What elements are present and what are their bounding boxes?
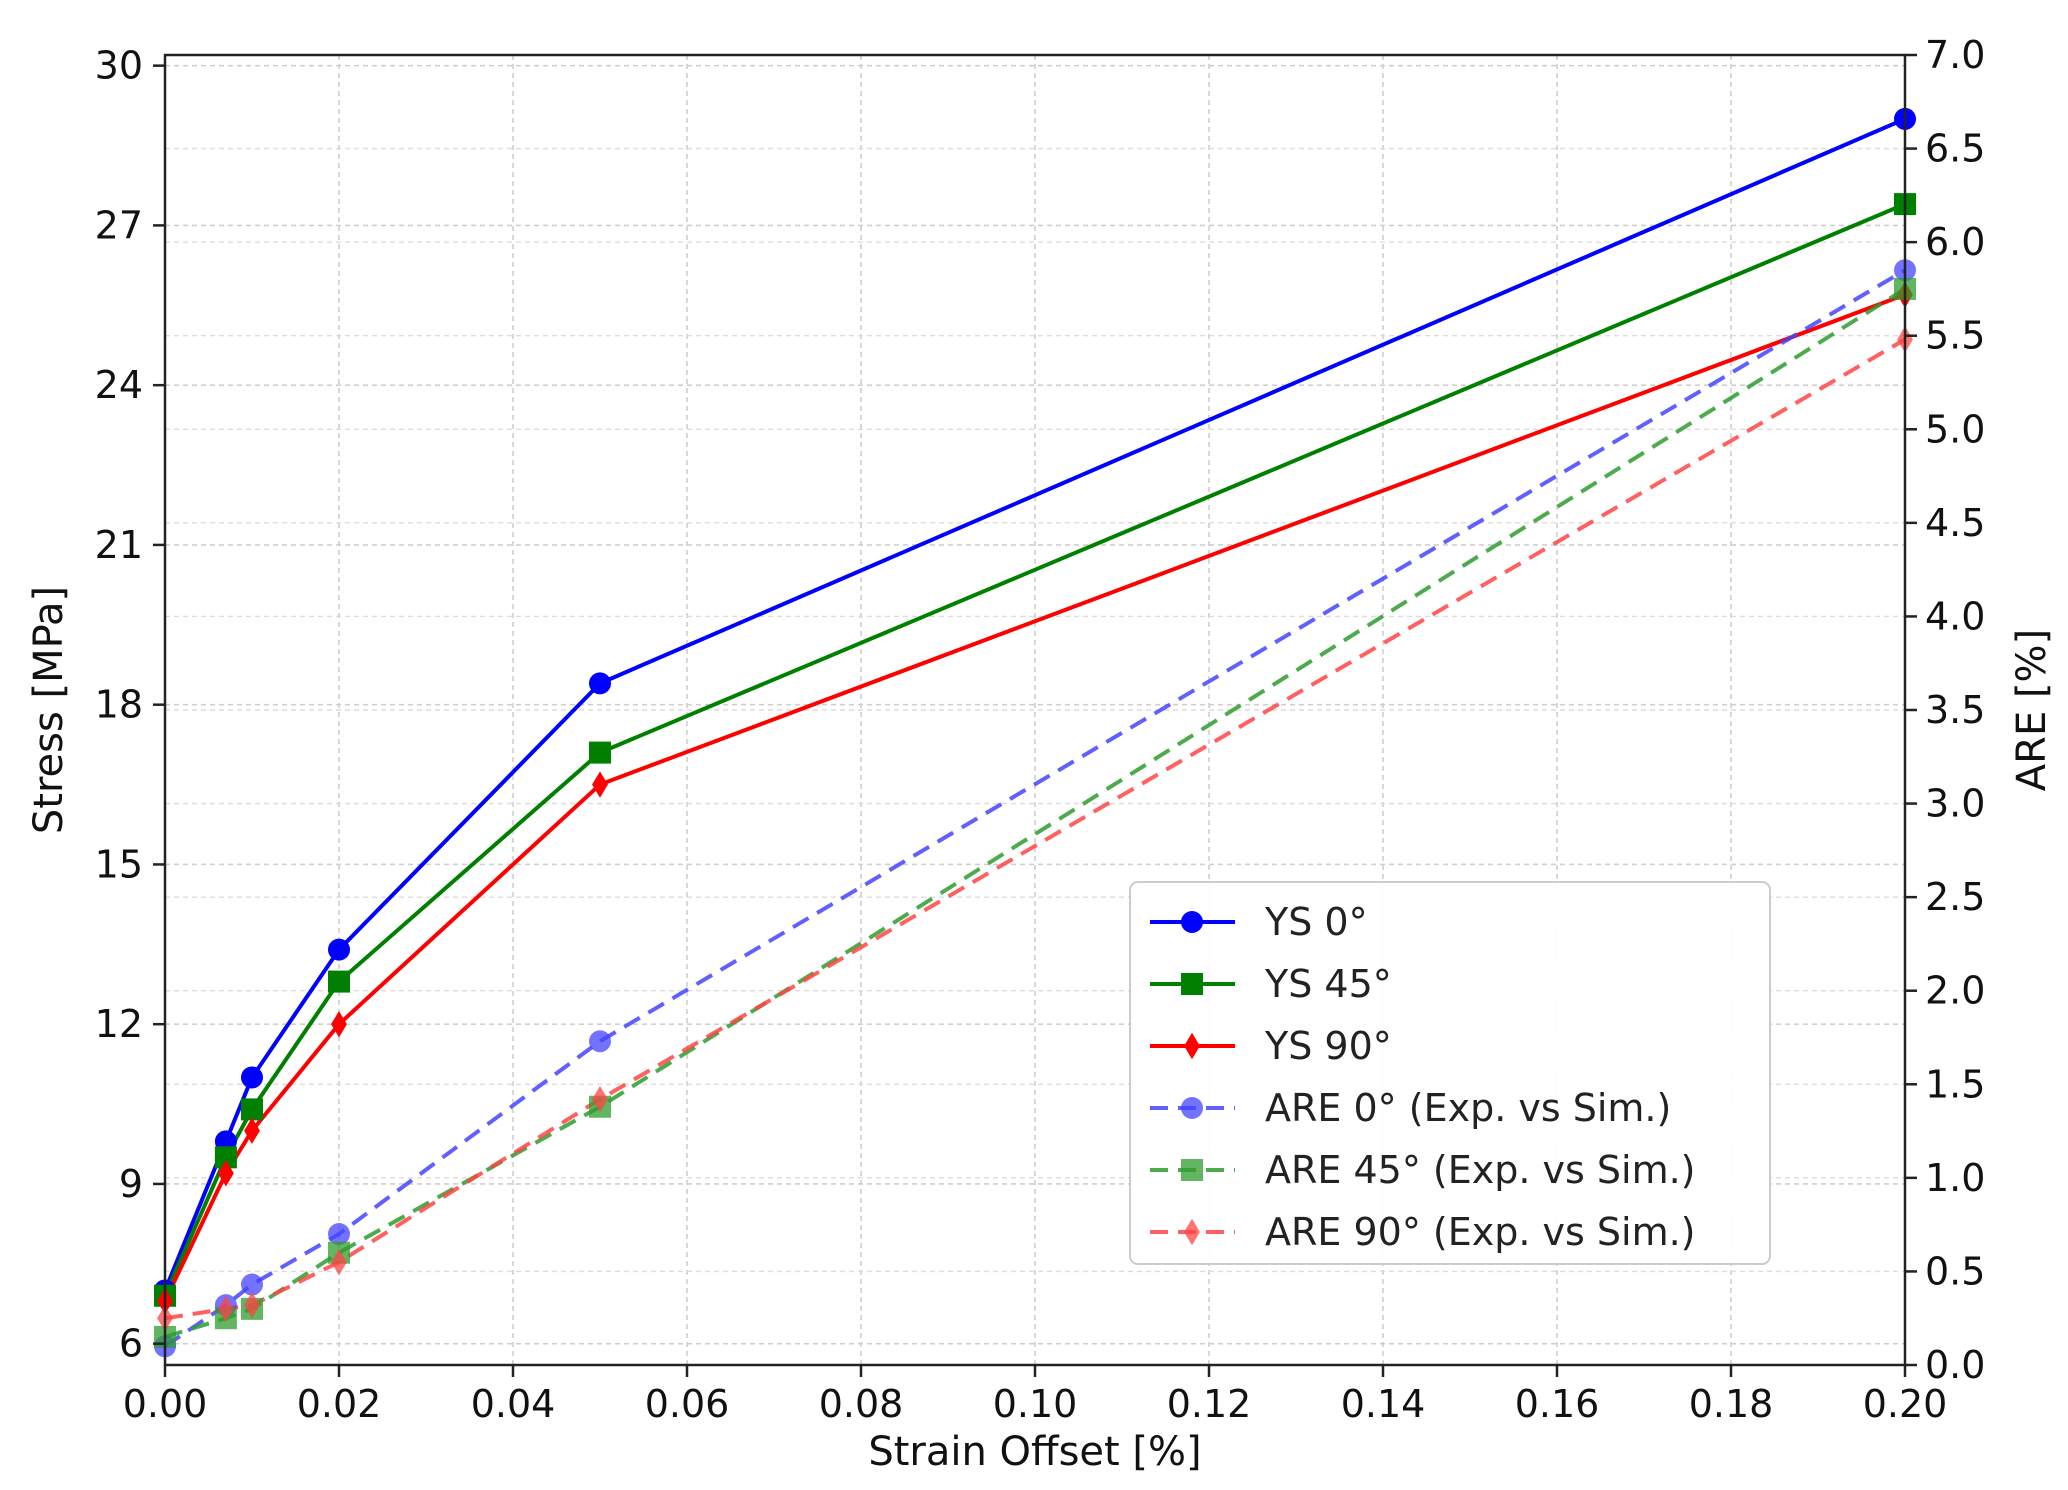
x-tick-label: 0.08 bbox=[819, 1382, 904, 1426]
y-tick-label: 15 bbox=[95, 842, 143, 886]
data-point bbox=[331, 1248, 347, 1276]
y2-tick-label: 2.0 bbox=[1925, 969, 1985, 1013]
data-point bbox=[592, 1086, 608, 1113]
legend-marker bbox=[1181, 1159, 1203, 1181]
y2-tick-label: 4.5 bbox=[1925, 501, 1985, 545]
data-point bbox=[217, 1295, 234, 1323]
legend-label: ARE 90° (Exp. vs Sim.) bbox=[1265, 1210, 1696, 1254]
legend-label: ARE 45° (Exp. vs Sim.) bbox=[1265, 1148, 1696, 1192]
x-tick-label: 0.14 bbox=[1341, 1382, 1426, 1426]
legend-label: ARE 0° (Exp. vs Sim.) bbox=[1265, 1086, 1671, 1130]
y2-tick-label: 5.0 bbox=[1925, 407, 1985, 451]
y-tick-label: 9 bbox=[119, 1162, 143, 1206]
legend-box bbox=[1129, 881, 1771, 1265]
legend-label: YS 90° bbox=[1264, 1024, 1392, 1068]
data-point bbox=[241, 1098, 263, 1121]
axis-ticks: 0.00 0.02 0.04 0.06 0.08 0.10 0.12 0.14 0.16 0.18… bbox=[95, 33, 1986, 1426]
y-tick-label: 27 bbox=[95, 203, 143, 247]
y2-tick-label: 3.5 bbox=[1925, 688, 1985, 732]
y-axis-title: Stress [MPa] bbox=[26, 586, 72, 834]
y2-tick-label: 2.5 bbox=[1925, 875, 1985, 919]
y2-tick-label: 6.0 bbox=[1925, 220, 1985, 264]
series-line-5 bbox=[164, 337, 1907, 1321]
series-line-2 bbox=[163, 292, 1906, 1302]
y-tick-label: 21 bbox=[95, 523, 143, 567]
x-tick-label: 0.06 bbox=[645, 1382, 730, 1426]
x-axis-title: Strain Offset [%] bbox=[868, 1429, 1201, 1475]
data-point bbox=[589, 741, 611, 764]
y-tick-label: 30 bbox=[95, 44, 143, 88]
data-point bbox=[328, 1223, 350, 1245]
x-tick-label: 0.04 bbox=[471, 1382, 556, 1426]
y-tick-label: 18 bbox=[95, 683, 143, 727]
y2-tick-label: 0.5 bbox=[1925, 1249, 1985, 1293]
y2-tick-label: 7.0 bbox=[1925, 33, 1985, 77]
legend-marker bbox=[1181, 1097, 1203, 1119]
legend-label: YS 45° bbox=[1264, 962, 1392, 1006]
x-tick-label: 0.16 bbox=[1515, 1382, 1600, 1426]
data-point bbox=[214, 1146, 237, 1169]
x-tick-label: 0.12 bbox=[1167, 1382, 1252, 1426]
x-tick-label: 0.18 bbox=[1689, 1382, 1774, 1426]
legend-label: YS 0° bbox=[1264, 900, 1368, 944]
y2-tick-label: 1.0 bbox=[1925, 1156, 1985, 1200]
data-point bbox=[592, 771, 608, 798]
y2-tick-label: 3.0 bbox=[1925, 782, 1985, 826]
legend-marker bbox=[1181, 973, 1203, 995]
series-markers bbox=[154, 107, 1916, 1358]
y2-tick-label: 4.0 bbox=[1925, 594, 1985, 638]
y2-tick-label: 1.5 bbox=[1925, 1062, 1985, 1106]
data-point bbox=[244, 1291, 260, 1319]
x-tick-label: 0.02 bbox=[297, 1382, 382, 1426]
data-point bbox=[244, 1117, 260, 1144]
y2-tick-label: 0.0 bbox=[1925, 1343, 1985, 1387]
y-tick-label: 6 bbox=[119, 1322, 143, 1366]
x-tick-label: 0.00 bbox=[123, 1382, 208, 1426]
y2-tick-label: 5.5 bbox=[1925, 314, 1985, 358]
legend-marker bbox=[1184, 1032, 1200, 1060]
y-tick-label: 12 bbox=[95, 1002, 143, 1046]
y2-tick-label: 6.5 bbox=[1925, 127, 1985, 171]
legend: YS 0° YS 45° YS 90° ARE 0° (Exp. vs Sim.) AR… bbox=[1129, 881, 1771, 1265]
y-tick-label: 24 bbox=[95, 363, 143, 407]
series-line-4 bbox=[164, 287, 1907, 1339]
data-point bbox=[331, 1010, 347, 1038]
data-point bbox=[328, 970, 350, 993]
data-point bbox=[328, 938, 350, 961]
data-point bbox=[241, 1273, 263, 1296]
y2-axis-title: ARE [%] bbox=[2009, 629, 2055, 791]
x-tick-label: 0.20 bbox=[1863, 1382, 1948, 1426]
series-line-1 bbox=[163, 202, 1906, 1297]
data-point bbox=[589, 1030, 611, 1053]
legend-marker bbox=[1181, 911, 1203, 933]
data-point bbox=[241, 1066, 263, 1089]
legend-marker bbox=[1184, 1218, 1200, 1246]
data-point bbox=[589, 672, 611, 695]
x-tick-label: 0.10 bbox=[993, 1382, 1078, 1426]
data-point bbox=[217, 1160, 234, 1187]
